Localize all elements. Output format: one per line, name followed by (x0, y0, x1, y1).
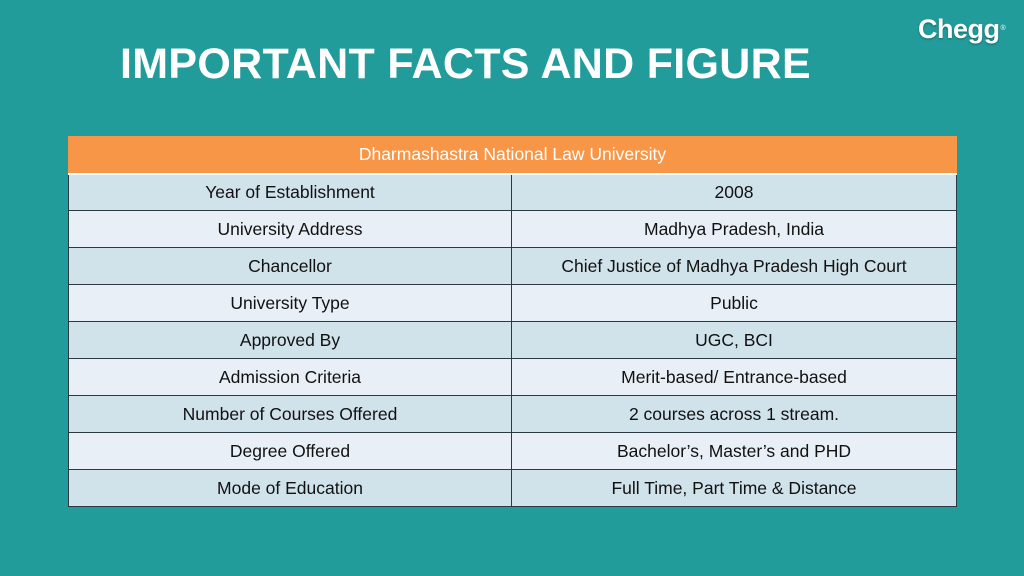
facts-table: Dharmashastra National Law University Ye… (68, 136, 957, 507)
table-row: University Address Madhya Pradesh, India (68, 210, 957, 248)
row-value: 2008 (511, 173, 957, 211)
registered-mark-icon: ® (1000, 25, 1006, 32)
row-label: University Address (68, 210, 512, 248)
chegg-logo: Chegg® (918, 12, 1006, 46)
row-label: Year of Establishment (68, 173, 512, 211)
table-row: Chancellor Chief Justice of Madhya Prade… (68, 247, 957, 285)
row-label: Number of Courses Offered (68, 395, 512, 433)
row-value: Madhya Pradesh, India (511, 210, 957, 248)
table-row: Mode of Education Full Time, Part Time &… (68, 469, 957, 507)
table-row: Degree Offered Bachelor’s, Master’s and … (68, 432, 957, 470)
row-value: Chief Justice of Madhya Pradesh High Cou… (511, 247, 957, 285)
logo-text: Chegg (918, 14, 1000, 44)
row-value: Bachelor’s, Master’s and PHD (511, 432, 957, 470)
table-row: University Type Public (68, 284, 957, 322)
table-row: Approved By UGC, BCI (68, 321, 957, 359)
row-label: Chancellor (68, 247, 512, 285)
row-value: Full Time, Part Time & Distance (511, 469, 957, 507)
row-value: Public (511, 284, 957, 322)
row-label: University Type (68, 284, 512, 322)
table-row: Number of Courses Offered 2 courses acro… (68, 395, 957, 433)
table-header: Dharmashastra National Law University (68, 136, 957, 175)
page-title: IMPORTANT FACTS AND FIGURE (120, 40, 811, 88)
row-label: Approved By (68, 321, 512, 359)
row-value: Merit-based/ Entrance-based (511, 358, 957, 396)
row-value: 2 courses across 1 stream. (511, 395, 957, 433)
table-row: Admission Criteria Merit-based/ Entrance… (68, 358, 957, 396)
table-row: Year of Establishment 2008 (68, 173, 957, 211)
row-label: Admission Criteria (68, 358, 512, 396)
row-label: Mode of Education (68, 469, 512, 507)
row-value: UGC, BCI (511, 321, 957, 359)
row-label: Degree Offered (68, 432, 512, 470)
table-header-row: Dharmashastra National Law University (68, 136, 957, 175)
